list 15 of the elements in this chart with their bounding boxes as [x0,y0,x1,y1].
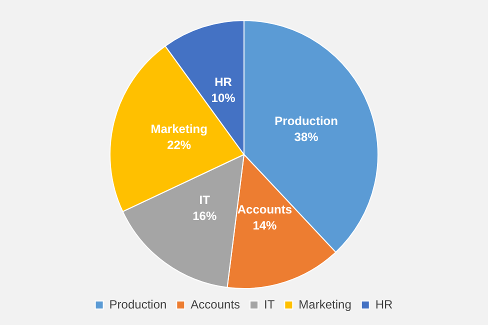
legend-label: Production [109,297,167,312]
legend-label: IT [264,297,276,312]
data-label: 14% [252,218,278,233]
data-label: 16% [192,209,217,224]
slice-label: HR [214,75,232,90]
data-label: 10% [211,91,236,106]
slice-label: Marketing [150,122,208,136]
data-label: 22% [167,138,192,152]
legend-label: Marketing [298,297,352,312]
data-label: 38% [294,130,319,144]
slice-label: IT [199,193,211,208]
legend-label: Accounts [190,297,240,312]
slice-label: Accounts [237,202,292,217]
slice-label: Production [274,114,338,128]
legend-label: HR [375,297,394,312]
